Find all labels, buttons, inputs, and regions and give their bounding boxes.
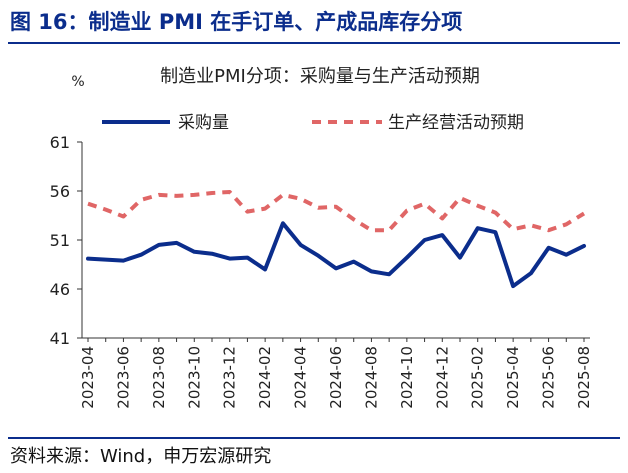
x-tick-label: 2025-04 (504, 346, 522, 409)
x-tick-label: 2023-08 (150, 346, 168, 409)
x-tick-label: 2024-06 (327, 346, 345, 409)
title-rule (8, 42, 620, 44)
legend-label: 生产经营活动预期 (388, 113, 524, 133)
x-tick-label: 2025-02 (469, 346, 487, 409)
y-tick-label: 61 (50, 133, 70, 152)
y-tick-label: 41 (50, 329, 70, 348)
source-rule (8, 437, 620, 439)
axes: 41 46 51 56 61 2023-04 2023-06 2023-08 2023-10 20… (50, 133, 593, 409)
x-tick-label: 2025-06 (540, 346, 558, 409)
series-group (86, 190, 586, 289)
y-axis-unit: % (71, 74, 84, 90)
series-line-expectation (87, 190, 586, 233)
x-tick-label: 2023-06 (114, 346, 132, 409)
x-tick-label: 2023-04 (79, 346, 97, 409)
x-tick-label: 2023-10 (185, 346, 203, 409)
x-tick-label: 2024-10 (398, 346, 416, 409)
x-tick-label: 2024-04 (292, 346, 310, 409)
x-tick-label: 2024-08 (362, 346, 380, 409)
x-tick-label: 2024-12 (433, 346, 451, 409)
figure-title: 图 16：制造业 PMI 在手订单、产成品库存分项 (10, 10, 463, 34)
y-tick-label: 46 (50, 280, 70, 299)
chart-title: 制造业PMI分项：采购量与生产活动预期 (160, 66, 480, 87)
legend-label: 采购量 (178, 113, 229, 133)
y-tick-label: 56 (50, 182, 70, 201)
source-note: 资料来源：Wind，申万宏源研究 (10, 446, 272, 467)
series-line-purchase (86, 221, 586, 289)
x-tick-label: 2023-12 (221, 346, 239, 409)
x-tick-label: 2025-08 (575, 346, 593, 409)
legend: 采购量 生产经营活动预期 (102, 113, 524, 133)
x-tick-label: 2024-02 (256, 346, 274, 409)
y-tick-label: 51 (50, 231, 70, 250)
